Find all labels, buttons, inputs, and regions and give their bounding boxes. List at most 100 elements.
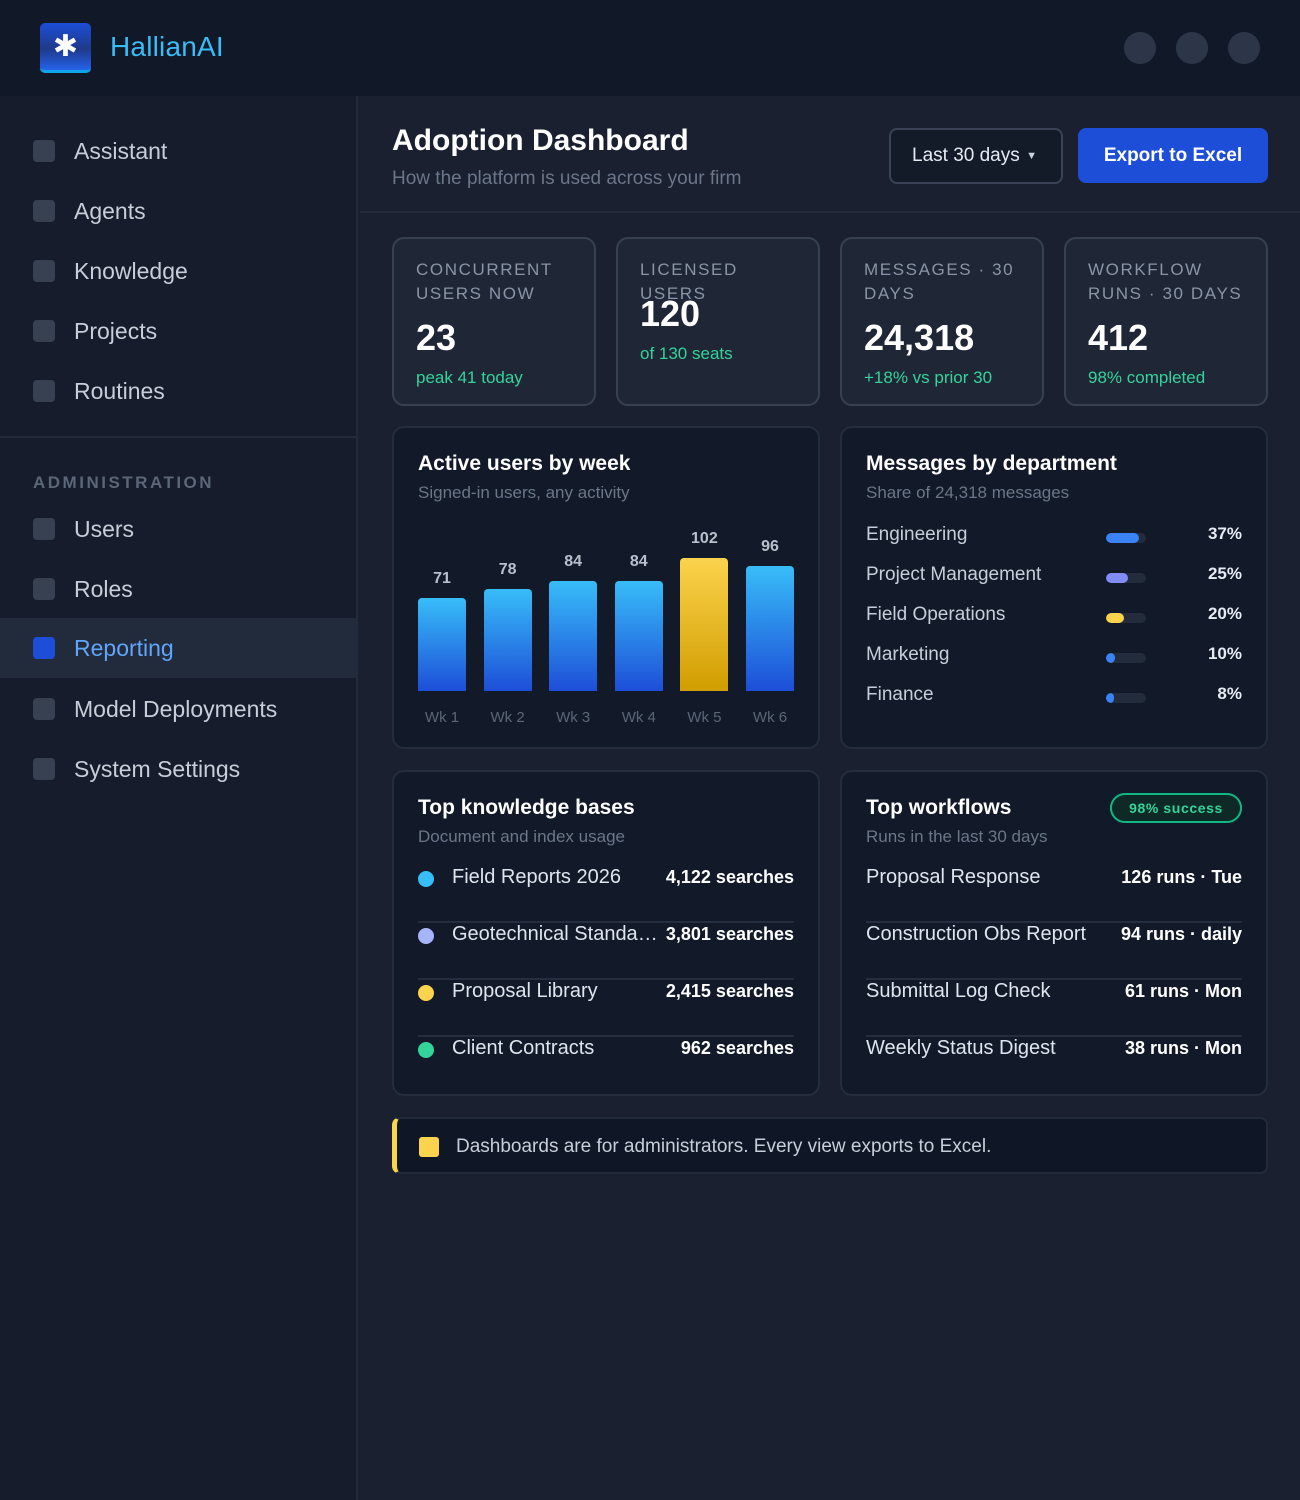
kpi-sub: of 130 seats	[640, 344, 733, 363]
main-header: Adoption Dashboard How the platform is u…	[360, 96, 1300, 213]
knowledge-base-name: Geotechnical Standards	[452, 923, 662, 945]
sidebar-item-assistant[interactable]: Assistant	[0, 121, 358, 181]
sidebar-item-routines[interactable]: Routines	[0, 361, 358, 421]
export-to-excel-button[interactable]: Export to Excel	[1078, 128, 1268, 183]
brand-name: HallianAI	[110, 31, 224, 62]
sidebar-item-projects[interactable]: Projects	[0, 301, 358, 361]
department-percent: 37%	[1207, 524, 1242, 543]
department-row: Field Operations 20%	[866, 604, 1242, 632]
chart-data-label: 84	[629, 553, 648, 571]
department-share-fill	[1106, 613, 1124, 623]
kpi-value: 120	[640, 293, 701, 334]
kpi-card-workflow-runs: Workflow runs · 30 days 412 98% complete…	[1064, 237, 1268, 406]
department-name: Engineering	[866, 524, 968, 545]
status-dot-icon	[418, 871, 434, 887]
window-control-2[interactable]	[1176, 32, 1208, 64]
page-subtitle: How the platform is used across your fir…	[392, 168, 742, 189]
active-users-panel: Active users by week Signed-in users, an…	[392, 426, 820, 749]
department-share-fill	[1106, 533, 1139, 543]
chart-data-label: 96	[761, 537, 779, 555]
sidebar-item-system-settings[interactable]: System Settings	[0, 739, 358, 799]
department-name: Marketing	[866, 644, 950, 665]
chart-data-label: 78	[498, 561, 517, 579]
knowledge-base-row[interactable]: Proposal Library 2,415 searches	[418, 980, 794, 1037]
kpi-card-concurrent-users: Concurrent users now 23 peak 41 today	[392, 237, 596, 406]
chart-data-label: 102	[691, 530, 718, 547]
sidebar-section-label: ADMINISTRATION	[33, 473, 215, 492]
sidebar-item-roles[interactable]: Roles	[0, 559, 358, 619]
routines-icon	[33, 380, 55, 402]
kpi-value: 23	[416, 317, 457, 358]
department-name: Field Operations	[866, 604, 1006, 625]
window-control-1[interactable]	[1124, 32, 1156, 64]
window-control-3[interactable]	[1228, 32, 1260, 64]
department-percent: 20%	[1207, 604, 1242, 623]
chart-tick-label: Wk 2	[490, 709, 525, 726]
knowledge-base-row[interactable]: Field Reports 2026 4,122 searches	[418, 866, 794, 923]
sidebar-item-label: Assistant	[74, 137, 168, 164]
notice-text: Dashboards are for administrators. Every…	[456, 1136, 992, 1157]
chart-tick-label: Wk 1	[424, 709, 460, 726]
kpi-label: Workflow runs · 30 days	[1088, 260, 1243, 303]
workflow-row[interactable]: Weekly Status Digest 38 runs · Mon	[866, 1037, 1242, 1094]
kpi-value: 24,318	[864, 317, 975, 358]
knowledge-base-row[interactable]: Geotechnical Standards 3,801 searches	[418, 923, 794, 980]
department-share-bar	[1106, 653, 1146, 663]
department-share-fill	[1106, 573, 1129, 583]
panel-title: Messages by department	[866, 452, 1117, 475]
knowledge-base-name: Client Contracts	[452, 1037, 595, 1059]
status-dot-icon	[418, 1042, 434, 1058]
department-row: Project Management 25%	[866, 564, 1242, 592]
sidebar-item-label: Knowledge	[74, 257, 188, 284]
sidebar-divider	[0, 436, 358, 438]
workflow-row[interactable]: Submittal Log Check 61 runs · Mon	[866, 980, 1242, 1037]
panel-subtitle: Share of 24,318 messages	[866, 483, 1070, 502]
chart-data-label: 71	[433, 570, 451, 588]
knowledge-base-row[interactable]: Client Contracts 962 searches	[418, 1037, 794, 1094]
sidebar-item-label: Projects	[74, 317, 158, 344]
logo-icon[interactable]: ✱	[40, 23, 91, 73]
messages-by-department-panel: Messages by department Share of 24,318 m…	[840, 426, 1268, 749]
info-icon	[419, 1137, 439, 1157]
date-range-select[interactable]: Last 30 days ▼	[889, 128, 1063, 184]
date-range-value: Last 30 days	[912, 145, 1020, 166]
department-share-bar	[1106, 573, 1146, 583]
panel-subtitle: Signed-in users, any activity	[418, 483, 630, 502]
department-name: Finance	[866, 684, 934, 705]
kpi-label: Concurrent users now	[416, 260, 553, 303]
kpi-sub: 98% completed	[1088, 368, 1206, 387]
sidebar-item-model-deployments[interactable]: Model Deployments	[0, 679, 358, 739]
panel-title: Top knowledge bases	[418, 796, 635, 819]
projects-icon	[33, 320, 55, 342]
top-workflows-panel: Top workflows Runs in the last 30 days 9…	[840, 770, 1268, 1096]
page-title: Adoption Dashboard	[392, 124, 689, 157]
chart-bar	[680, 558, 729, 691]
assistant-icon	[33, 140, 55, 162]
department-row: Finance 8%	[866, 684, 1242, 712]
department-share-bar	[1106, 613, 1146, 623]
sidebar-item-knowledge[interactable]: Knowledge	[0, 241, 358, 301]
agents-icon	[33, 200, 55, 222]
workflow-name: Proposal Response	[866, 866, 1041, 888]
top-knowledge-bases-panel: Top knowledge bases Document and index u…	[392, 770, 820, 1096]
sidebar-item-reporting[interactable]: Reporting	[0, 618, 358, 678]
workflow-row[interactable]: Construction Obs Report 94 runs · daily	[866, 923, 1242, 980]
chart-bar	[418, 598, 466, 691]
department-percent: 25%	[1207, 564, 1242, 583]
sidebar-item-users[interactable]: Users	[0, 499, 358, 559]
panel-title: Active users by week	[418, 452, 631, 475]
workflow-name: Construction Obs Report	[866, 923, 1087, 945]
kpi-card-licensed-users: Licensed users 120 of 130 seats	[616, 237, 820, 406]
workflow-runs: 61 runs · Mon	[1124, 981, 1242, 1001]
sidebar-item-agents[interactable]: Agents	[0, 181, 358, 241]
status-dot-icon	[418, 928, 434, 944]
workflow-runs: 126 runs · Tue	[1121, 867, 1242, 887]
knowledge-base-searches: 962 searches	[680, 1038, 794, 1058]
panel-title: Top workflows	[866, 796, 1012, 819]
knowledge-base-searches: 4,122 searches	[665, 867, 794, 887]
kpi-label: Messages · 30 days	[864, 260, 1015, 303]
sidebar: Assistant Agents Knowledge Projects Rout…	[0, 96, 358, 1500]
workflow-row[interactable]: Proposal Response 126 runs · Tue	[866, 866, 1242, 923]
chevron-down-icon: ▼	[1026, 150, 1037, 162]
kpi-sub: +18% vs prior 30	[864, 368, 993, 387]
